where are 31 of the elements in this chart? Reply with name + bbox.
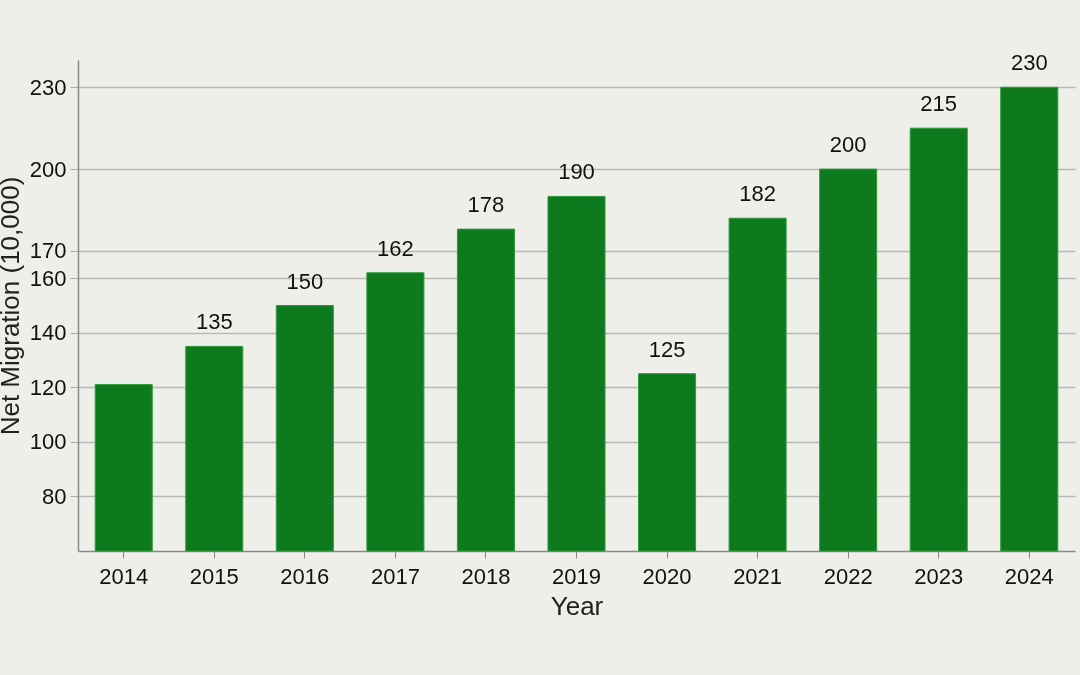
- data-label: 200: [829, 132, 867, 158]
- y-tick-label: 80: [42, 483, 67, 509]
- x-tick-label: 2016: [280, 563, 330, 589]
- x-tick-label: 2024: [1004, 563, 1054, 589]
- y-tick-label: 170: [29, 238, 67, 264]
- x-tick-label: 2015: [189, 563, 239, 589]
- data-label: 190: [558, 159, 595, 185]
- x-tick-label: 2018: [461, 563, 511, 589]
- data-label: 125: [648, 336, 686, 362]
- y-axis-title: Net Migration (10,000): [0, 176, 25, 436]
- y-tick-label: 120: [29, 374, 67, 400]
- x-tick-label: 2023: [914, 563, 964, 589]
- x-tick-label: 2022: [823, 563, 873, 589]
- data-label: 162: [377, 235, 414, 261]
- x-tick-label: 2014: [99, 563, 149, 589]
- x-tick-label: 2020: [642, 563, 692, 589]
- x-tick-label: 2019: [552, 563, 601, 589]
- data-label: 182: [739, 181, 776, 207]
- x-tick-label: 2021: [733, 563, 783, 589]
- x-tick-label: 2017: [370, 563, 420, 589]
- data-label: 150: [286, 268, 324, 294]
- y-tick-label: 100: [29, 429, 67, 455]
- data-label: 230: [1010, 50, 1048, 76]
- x-axis-title: Year: [550, 590, 604, 621]
- data-label: 178: [467, 192, 505, 218]
- y-tick-label: 160: [29, 265, 67, 291]
- data-label: 215: [920, 91, 958, 117]
- y-tick-label: 230: [29, 74, 67, 100]
- data-label: 135: [195, 309, 233, 335]
- y-tick-label: 140: [29, 320, 67, 346]
- y-tick-label: 200: [29, 156, 67, 182]
